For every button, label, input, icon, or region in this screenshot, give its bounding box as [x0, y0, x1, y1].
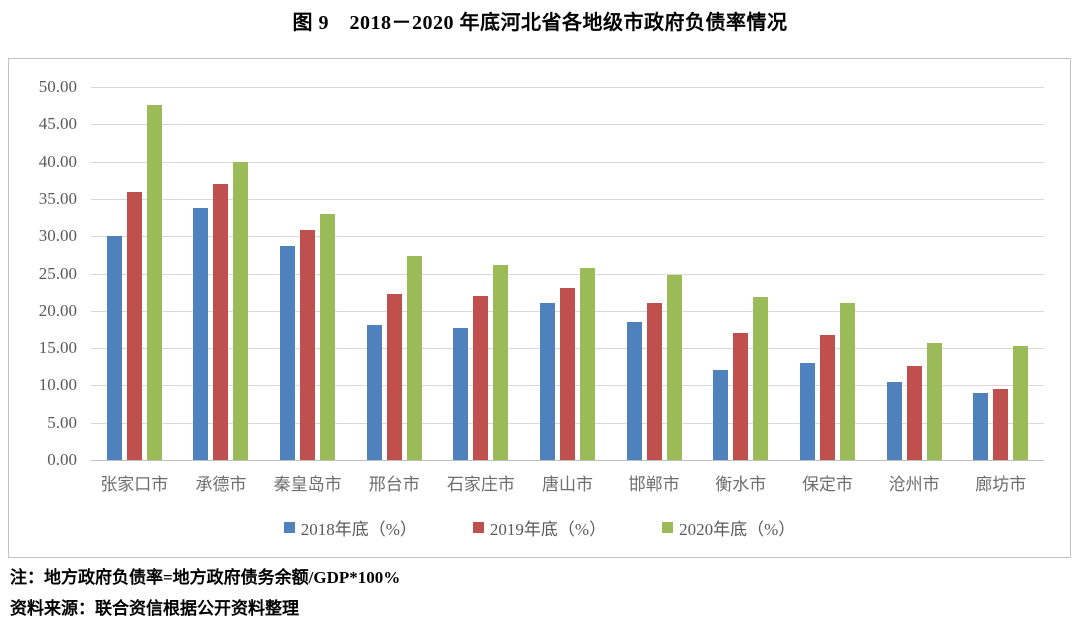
bar-group: [91, 87, 178, 460]
bar: [280, 245, 296, 460]
gridline: [91, 198, 1044, 200]
bar: [233, 161, 249, 460]
legend-label: 2020年底（%）: [679, 520, 796, 539]
legend-swatch-icon: [472, 522, 484, 533]
bar-groups: [91, 87, 1044, 460]
bar: [926, 342, 942, 460]
bar: [733, 333, 749, 460]
bar: [473, 295, 489, 460]
y-axis-tick-label: 40.00: [38, 151, 77, 171]
bar: [540, 303, 556, 460]
bar-group: [264, 87, 351, 460]
x-axis-label: 邯郸市: [628, 475, 680, 494]
legend: 2018年底（%） 2019年底（%） 2020年底（%）: [9, 515, 1070, 540]
bar: [386, 294, 402, 460]
gridline: [91, 124, 1044, 126]
bar-group: [611, 87, 698, 460]
bar-group: [957, 87, 1044, 460]
bar: [839, 302, 855, 460]
y-axis-tick-label: 15.00: [38, 338, 77, 358]
legend-item: 2018年底（%）: [283, 515, 417, 540]
bar: [666, 275, 682, 460]
x-axis-label: 衡水市: [715, 475, 767, 494]
legend-label: 2018年底（%）: [300, 520, 417, 539]
bar: [646, 302, 662, 460]
plot-area: [91, 87, 1044, 461]
bar-group: [178, 87, 265, 460]
bar: [193, 207, 209, 460]
bar-group: [438, 87, 525, 460]
y-axis-tick-label: 0.00: [47, 450, 77, 469]
bar: [300, 230, 316, 460]
chart-frame: 0.00 5.00 10.00 15.00 20.00 25.00 30.00 35.00 40…: [8, 58, 1071, 558]
bar: [493, 265, 509, 460]
legend-item: 2019年底（%）: [472, 515, 607, 540]
bar: [626, 322, 642, 460]
y-axis-tick-label: 10.00: [38, 375, 77, 395]
x-axis-label: 秦皇岛市: [273, 475, 342, 494]
x-axis-label: 唐山市: [542, 475, 594, 494]
bar: [973, 392, 989, 460]
y-axis: 0.00 5.00 10.00 15.00 20.00 25.00 30.00 35.00 40…: [9, 77, 81, 469]
bar: [906, 366, 922, 460]
bar: [453, 327, 469, 460]
bar: [146, 104, 162, 460]
x-axis-label: 廊坊市: [975, 475, 1027, 494]
x-axis-label: 张家口市: [100, 475, 169, 494]
bar-group: [524, 87, 611, 460]
y-axis-tick-label: 20.00: [38, 300, 77, 320]
bar: [753, 296, 769, 460]
bar: [320, 213, 336, 460]
bar: [580, 268, 596, 460]
bar: [886, 382, 902, 460]
x-axis-line: [91, 460, 1044, 461]
legend-label: 2019年底（%）: [489, 520, 607, 539]
legend-swatch-icon: [283, 522, 295, 533]
chart-notes: 注：地方政府负债率=地方政府债务余额/GDP*100% 资料来源：联合资信根据公…: [10, 562, 1070, 624]
x-axis-label: 承德市: [195, 475, 247, 494]
bar: [819, 334, 835, 460]
figure-title: 图 9 2018－2020 年底河北省各地级市政府负债率情况: [292, 12, 788, 34]
x-axis-label: 邢台市: [368, 475, 420, 494]
x-axis-labels: 张家口市 承德市 秦皇岛市 邢台市 石家庄市 唐山市 邯郸市 衡水市 保定市 沧州市 廊坊市: [91, 470, 1044, 495]
bar: [126, 192, 142, 460]
bar: [213, 183, 229, 460]
bar-group: [697, 87, 784, 460]
note-formula: 注：地方政府负债率=地方政府债务余额/GDP*100%: [10, 568, 401, 587]
gridline: [91, 273, 1044, 275]
gridline: [91, 236, 1044, 238]
bar: [713, 370, 729, 460]
bar-group: [871, 87, 958, 460]
y-axis-tick-label: 5.00: [47, 412, 77, 432]
bar: [106, 236, 122, 460]
bar: [366, 324, 382, 460]
bar: [799, 363, 815, 460]
legend-item: 2020年底（%）: [662, 515, 795, 540]
bar: [1013, 345, 1029, 460]
y-axis-tick-label: 35.00: [38, 188, 77, 208]
bar: [406, 255, 422, 460]
bar: [560, 287, 576, 460]
x-axis-label: 保定市: [801, 475, 853, 494]
bar-group: [351, 87, 438, 460]
y-axis-tick-label: 30.00: [38, 226, 77, 246]
y-axis-tick-label: 50.00: [38, 77, 77, 96]
gridline: [91, 161, 1044, 163]
y-axis-tick-label: 25.00: [38, 263, 77, 283]
legend-swatch-icon: [662, 522, 674, 533]
x-axis-label: 石家庄市: [446, 475, 515, 494]
bar: [993, 389, 1009, 460]
x-axis-label: 沧州市: [888, 475, 940, 494]
gridline: [91, 87, 1044, 88]
bar-group: [784, 87, 871, 460]
note-source: 资料来源：联合资信根据公开资料整理: [10, 599, 299, 618]
y-axis-tick-label: 45.00: [38, 114, 77, 134]
